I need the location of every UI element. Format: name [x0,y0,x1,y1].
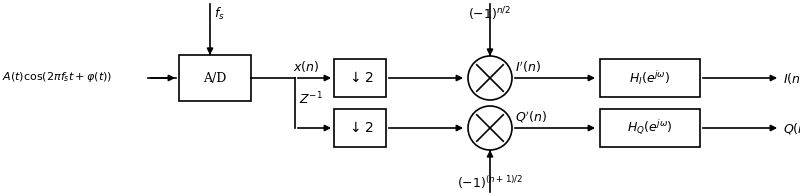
Bar [334,59,386,97]
Text: $(-1)^{(n+1)/2}$: $(-1)^{(n+1)/2}$ [457,174,523,191]
Text: $A(t)\cos(2\pi f_s t + \varphi(t))$: $A(t)\cos(2\pi f_s t + \varphi(t))$ [2,70,112,84]
Text: $\downarrow 2$: $\downarrow 2$ [346,121,374,135]
Text: $Q(n)$: $Q(n)$ [783,121,800,135]
Circle shape [468,56,512,100]
Text: $I'(n)$: $I'(n)$ [515,60,541,75]
Text: $H_I(e^{j\omega})$: $H_I(e^{j\omega})$ [630,69,670,87]
Text: $(-1)^{n/2}$: $(-1)^{n/2}$ [469,5,511,23]
Text: $f_s$: $f_s$ [214,6,225,22]
Text: $Z^{-1}$: $Z^{-1}$ [299,91,322,107]
Text: $x(n)$: $x(n)$ [293,59,319,74]
Text: A/D: A/D [203,72,226,84]
Bar [600,109,700,147]
Bar [334,109,386,147]
Bar [600,59,700,97]
Text: $\downarrow 2$: $\downarrow 2$ [346,71,374,85]
Text: $H_Q(e^{j\omega})$: $H_Q(e^{j\omega})$ [627,119,673,137]
Circle shape [468,106,512,150]
Text: $Q'(n)$: $Q'(n)$ [515,110,547,125]
Bar [179,55,251,101]
Text: $I(n)$: $I(n)$ [783,71,800,85]
